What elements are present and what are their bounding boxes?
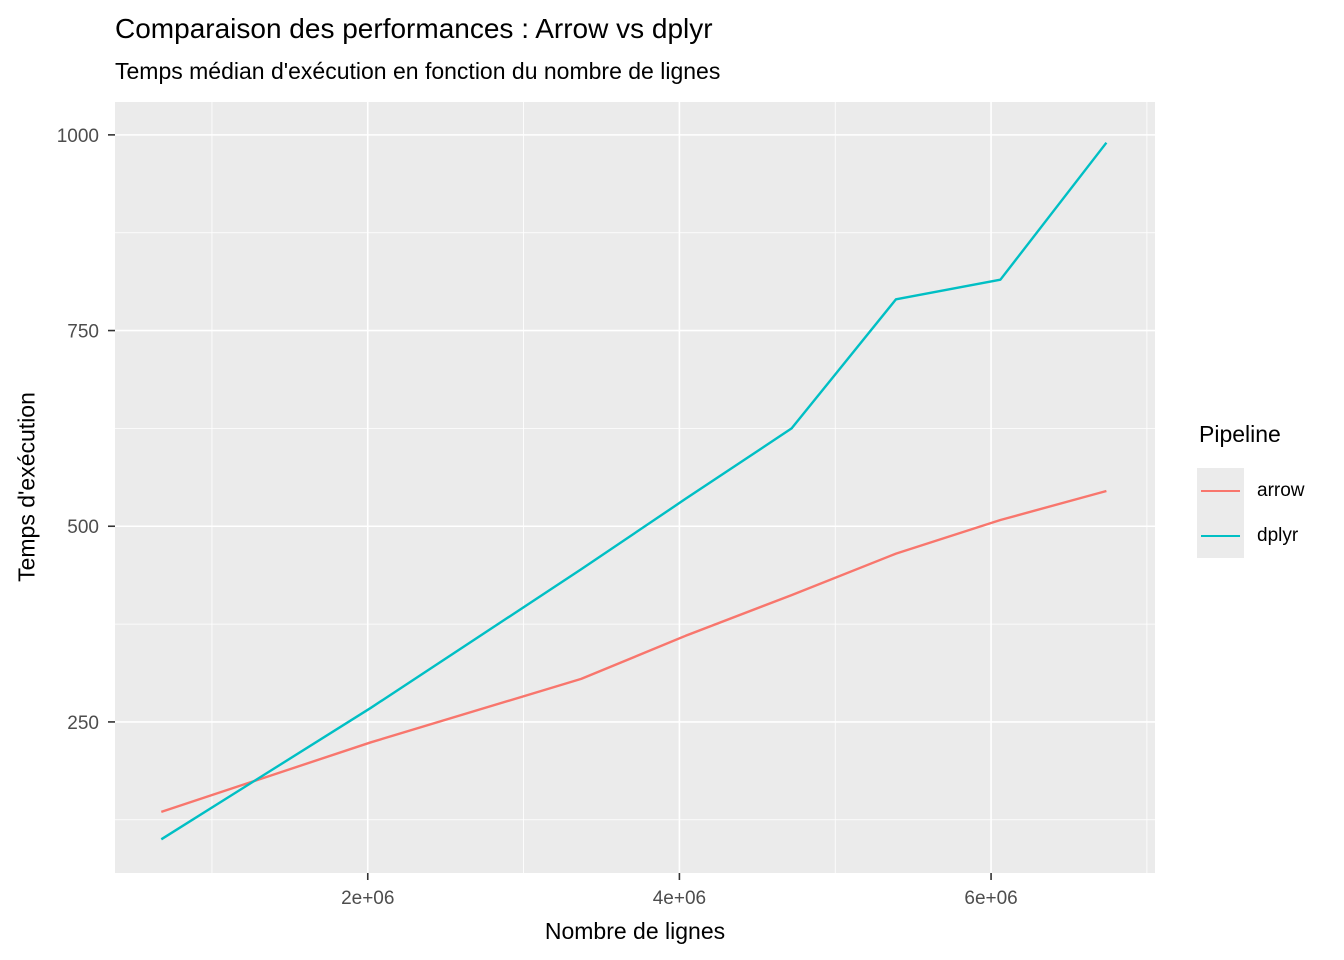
x-axis-title: Nombre de lignes — [544, 918, 726, 944]
legend-key-arrow — [1197, 468, 1244, 513]
legend-items: arrow dplyr — [1197, 468, 1305, 558]
plot-subtitle: Temps médian d'exécution en fonction du … — [115, 58, 721, 84]
plot-title: Comparaison des performances : Arrow vs … — [115, 13, 713, 44]
x-tick-label: 6e+06 — [964, 888, 1017, 909]
legend-key-line-icon — [1201, 489, 1240, 492]
y-tick-label: 500 — [67, 517, 99, 538]
legend-label: arrow — [1257, 479, 1305, 501]
y-tick-label: 1000 — [57, 126, 99, 147]
panel-background — [115, 102, 1155, 873]
legend-item-dplyr: dplyr — [1197, 513, 1305, 558]
legend-item-arrow: arrow — [1197, 468, 1305, 513]
x-tick-label: 4e+06 — [653, 888, 706, 909]
y-tick-label: 750 — [67, 322, 99, 343]
y-tick-label: 250 — [67, 713, 99, 734]
series-line-arrow — [160, 489, 1107, 814]
legend: Pipeline arrow dplyr — [1197, 421, 1305, 558]
legend-key-dplyr — [1197, 513, 1244, 558]
legend-label: dplyr — [1257, 524, 1299, 546]
legend-title: Pipeline — [1199, 421, 1281, 447]
legend-key-line-icon — [1201, 534, 1240, 537]
series-line-dplyr — [160, 141, 1108, 841]
y-axis-title: Temps d'exécution — [13, 392, 40, 582]
x-tick-label: 2e+06 — [341, 888, 394, 909]
